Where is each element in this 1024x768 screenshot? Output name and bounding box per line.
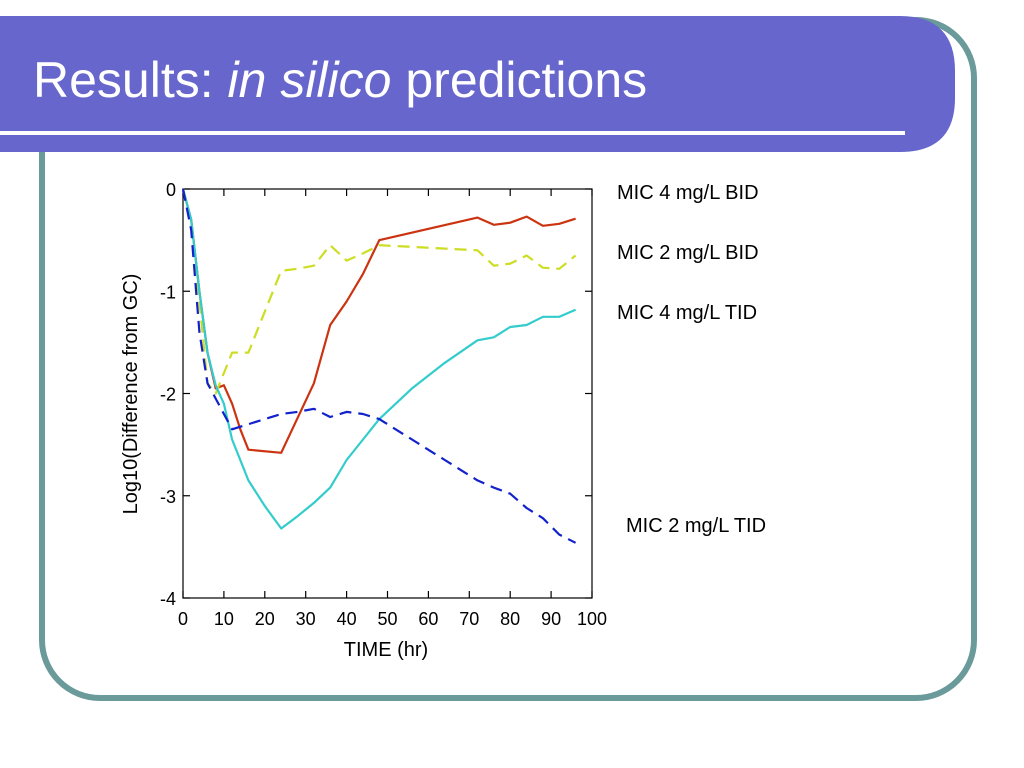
x-tick-label: 0 [178, 609, 188, 629]
series-line-2 [181, 188, 577, 530]
series-layer [181, 188, 577, 544]
series-labels: MIC 4 mg/L BID MIC 2 mg/L BID MIC 4 mg/L… [617, 182, 766, 537]
slide-title: Results: in silico predictions [33, 52, 647, 108]
x-tick-label: 10 [214, 609, 234, 629]
title-rule [0, 131, 905, 135]
y-tick-label: -1 [160, 282, 176, 302]
series-line-1 [181, 188, 577, 395]
y-tick-label: -4 [160, 589, 176, 609]
x-tick-label: 50 [377, 609, 397, 629]
y-tick-label: -3 [160, 487, 176, 507]
x-axis-title: TIME (hr) [344, 639, 428, 661]
x-tick-label: 70 [459, 609, 479, 629]
series-line-3 [181, 188, 577, 544]
chart: 0 10 20 30 40 50 60 70 80 90 100 0 -1 -2 -3 -4 TIME (hr… [120, 180, 607, 661]
y-tick-label: -2 [160, 385, 176, 405]
series-label-mic2-bid: MIC 2 mg/L BID [617, 242, 759, 264]
y-axis-title: Log10(Difference from GC) [120, 274, 142, 515]
x-tick-label: 20 [255, 609, 275, 629]
x-tick-label: 80 [500, 609, 520, 629]
series-label-mic2-tid: MIC 2 mg/L TID [626, 515, 766, 537]
x-tick-label: 60 [418, 609, 438, 629]
x-tick-label: 30 [296, 609, 316, 629]
series-label-mic4-bid: MIC 4 mg/L BID [617, 182, 759, 204]
x-tick-label: 100 [577, 609, 607, 629]
y-tick-label: 0 [166, 180, 176, 200]
title-band [0, 16, 955, 152]
axis-ticks: 0 10 20 30 40 50 60 70 80 90 100 0 -1 -2 -3 -4 [160, 180, 607, 629]
x-tick-label: 90 [541, 609, 561, 629]
series-label-mic4-tid: MIC 4 mg/L TID [617, 302, 757, 324]
x-tick-label: 40 [337, 609, 357, 629]
